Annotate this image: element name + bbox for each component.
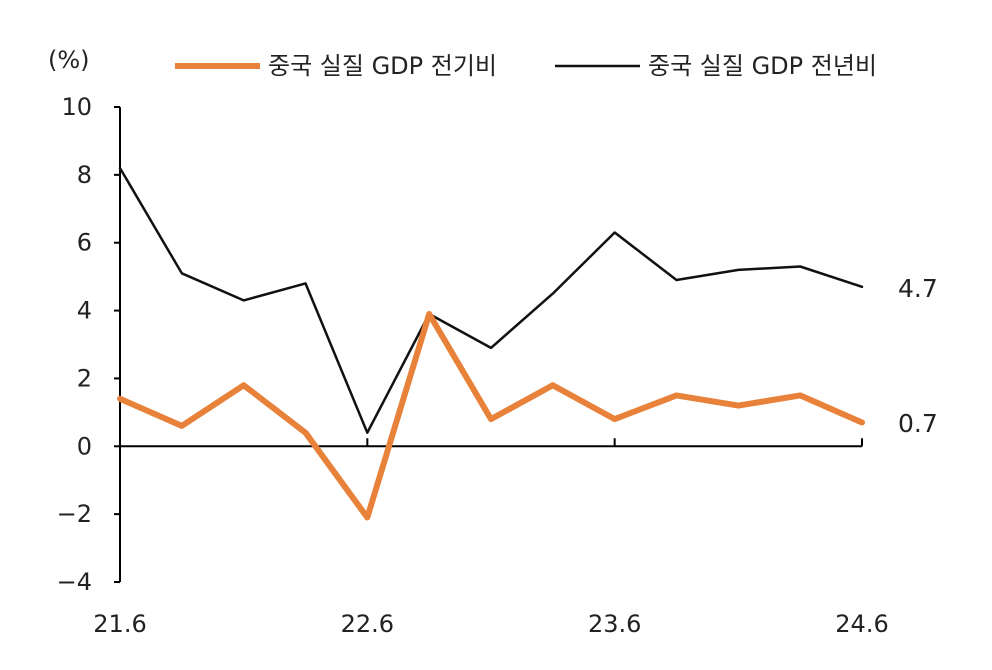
y-tick-label: 6 [77, 229, 92, 257]
end-label-qoq: 0.7 [898, 409, 938, 438]
y-tick-label: 2 [77, 364, 92, 392]
series-layer [117, 166, 865, 521]
legend: 중국 실질 GDP 전기비 중국 실질 GDP 전년비 [175, 52, 877, 80]
x-tick-label: 22.6 [341, 610, 394, 638]
y-unit-label: (%) [48, 46, 90, 74]
y-tick-label: 4 [77, 297, 92, 325]
legend-label-yoy: 중국 실질 GDP 전년비 [648, 52, 877, 80]
y-tick-label: 8 [77, 161, 92, 189]
y-tick-label: 0 [77, 432, 92, 460]
series-line-qoq [117, 311, 865, 521]
x-tick-label: 23.6 [588, 610, 641, 638]
x-tick-label: 24.6 [835, 610, 888, 638]
y-tick-label: −4 [57, 568, 92, 596]
axes: 10 8 6 4 2 0 −2 −421.6 22.6 23.6 24.6 [57, 93, 889, 638]
y-tick-label: 10 [61, 93, 92, 121]
legend-label-qoq: 중국 실질 GDP 전기비 [268, 52, 497, 80]
y-tick-label: −2 [57, 500, 92, 528]
x-tick-label: 21.6 [93, 610, 146, 638]
end-label-yoy: 4.7 [898, 274, 938, 303]
